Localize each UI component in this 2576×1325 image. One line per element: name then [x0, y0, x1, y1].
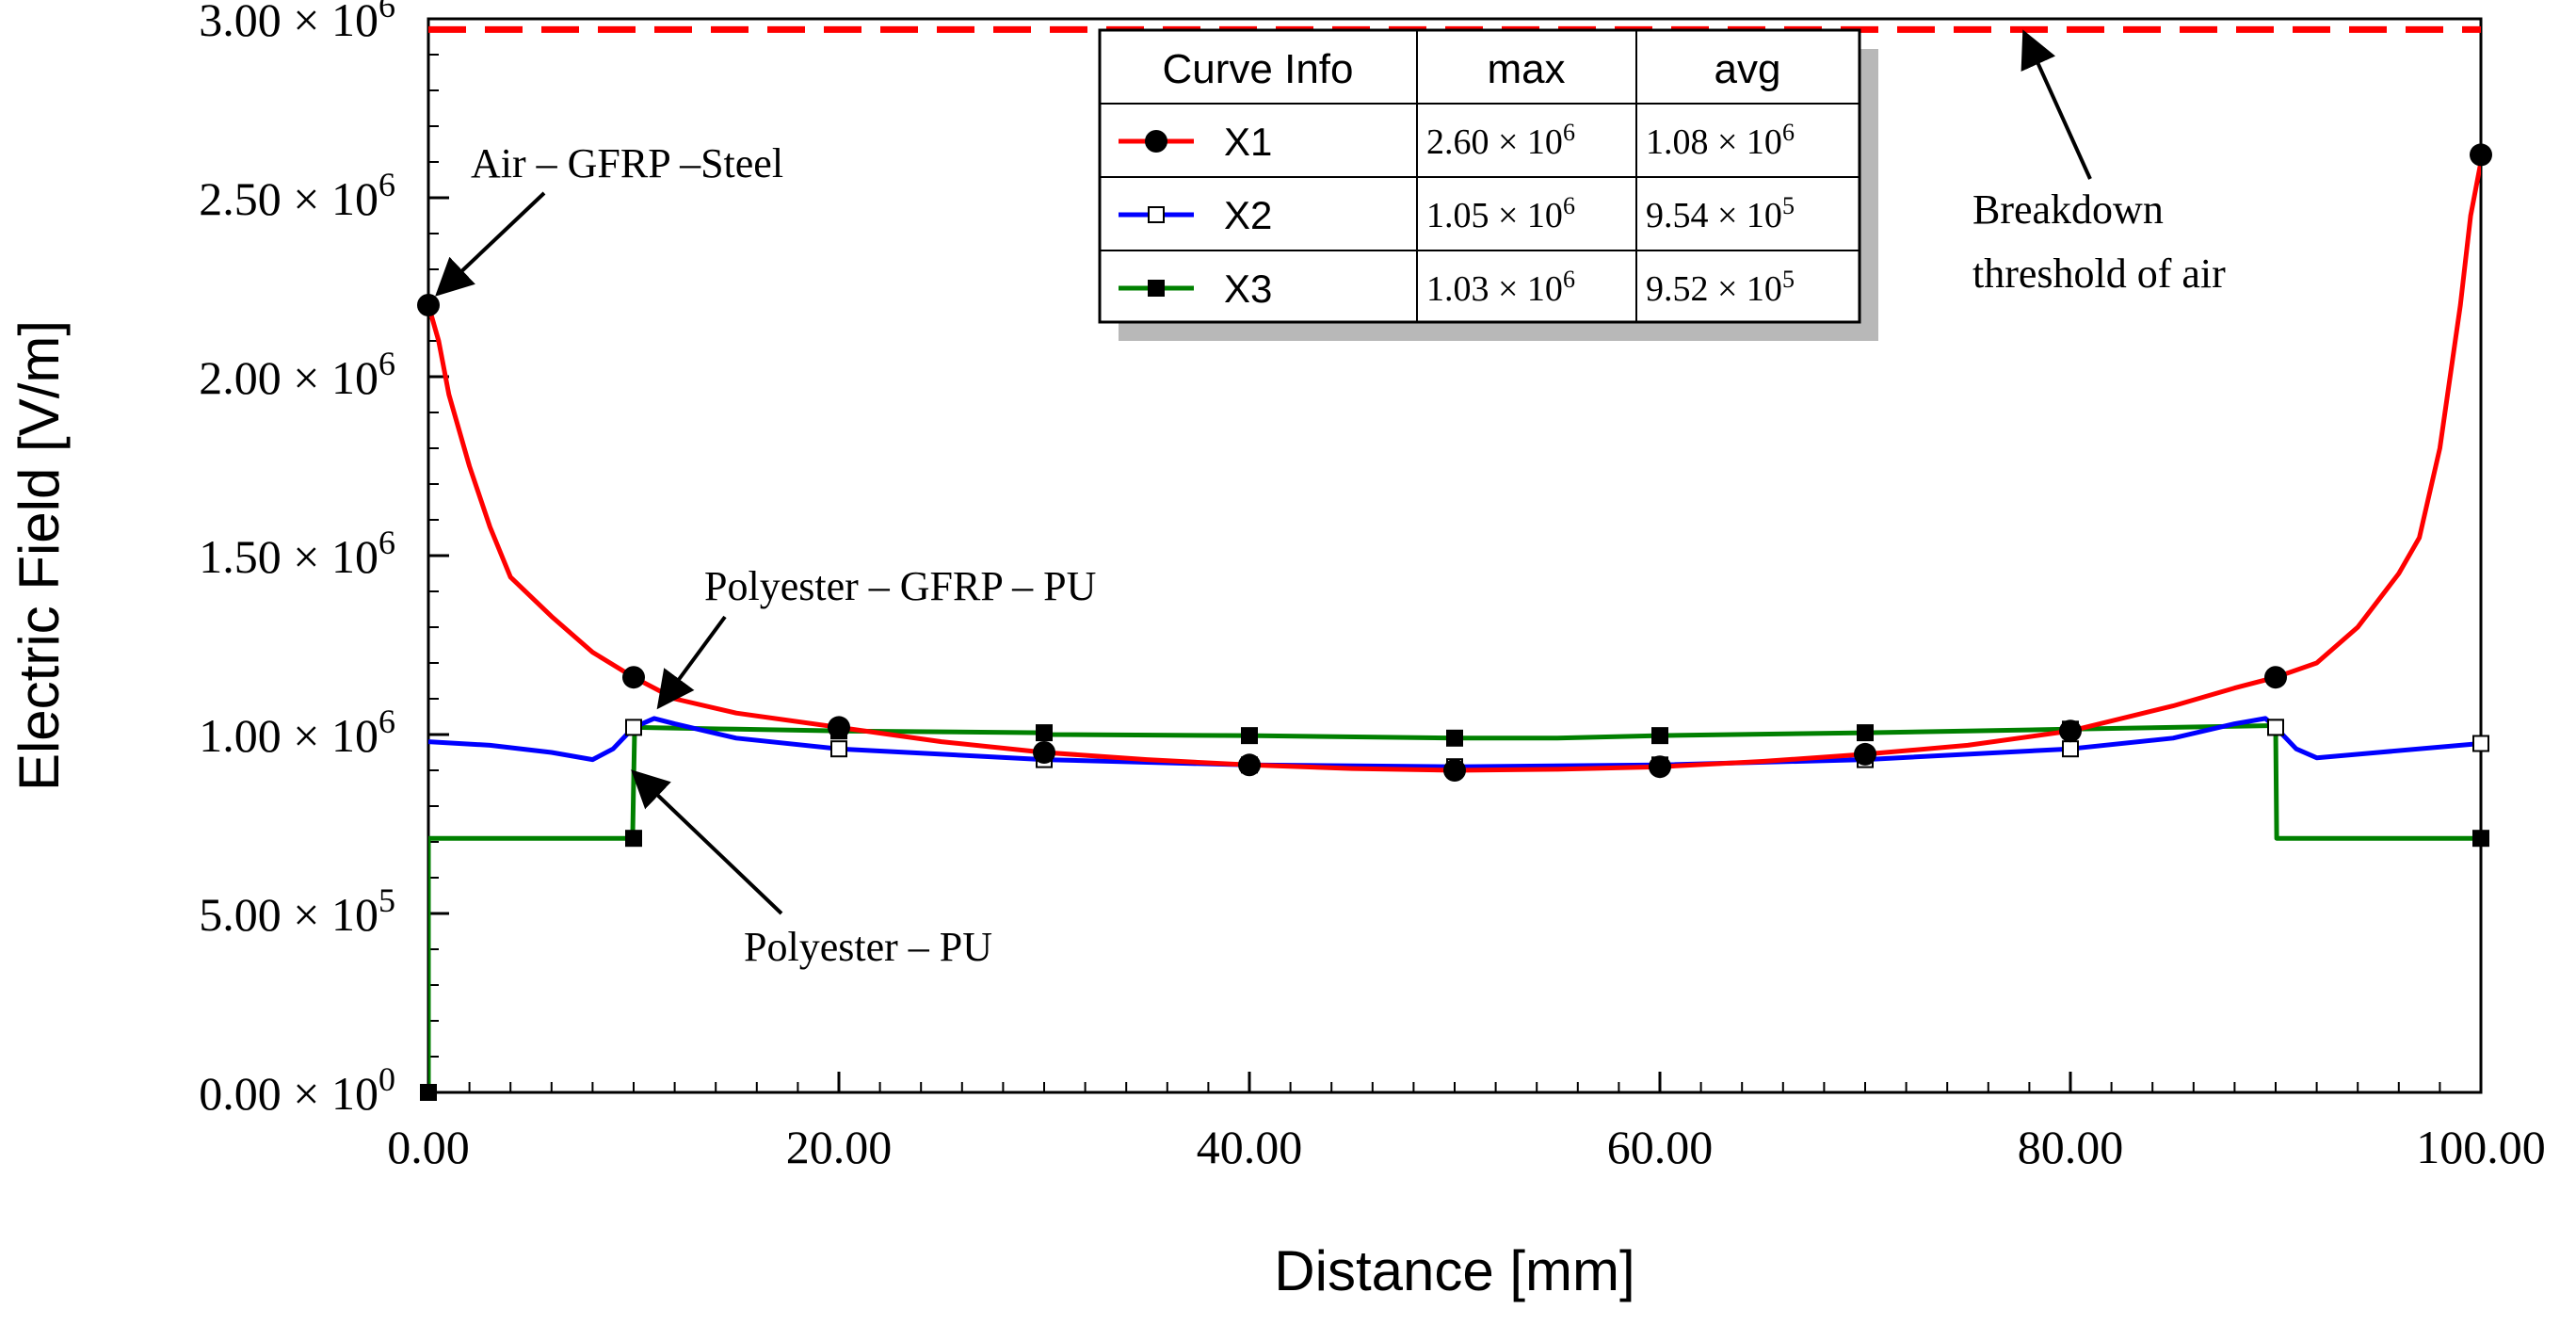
data-point-x1 [1649, 755, 1671, 779]
data-point-x1 [828, 716, 850, 739]
x-tick-label: 100.00 [2416, 1121, 2546, 1173]
y-tick-label: 5.00 × 105 [199, 881, 395, 941]
annotation-air-gfrp-steel: Air – GFRP –Steel [471, 140, 783, 186]
data-point-x3 [1036, 724, 1053, 742]
x-tick-label: 40.00 [1197, 1121, 1303, 1173]
annotation-polyester-pu: Polyester – PU [744, 924, 992, 970]
data-point-x1 [1238, 753, 1261, 777]
x-axis-title: Distance [mm] [1274, 1239, 1634, 1302]
legend-header-max: max [1487, 46, 1565, 92]
y-tick-label: 1.50 × 106 [199, 524, 395, 583]
legend-max-x1: 2.60 × 106 [1426, 119, 1575, 162]
data-point-x3 [420, 1084, 437, 1101]
x-tick-label: 0.00 [387, 1121, 470, 1173]
legend-name-x3: X3 [1224, 267, 1272, 311]
y-tick-label: 2.00 × 106 [199, 345, 395, 404]
annotation-arrow-polyester-gfrp-pu [656, 615, 727, 710]
legend-marker-x1 [1145, 130, 1167, 153]
y-axis-title: Electric Field [V/m] [8, 320, 71, 791]
data-point-x1 [2470, 143, 2492, 167]
data-point-x1 [417, 294, 440, 316]
legend-header-avg: avg [1715, 46, 1781, 92]
y-tick-label: 0.00 × 100 [199, 1060, 395, 1120]
x-tick-label: 80.00 [2018, 1121, 2124, 1173]
data-point-x3 [2472, 830, 2489, 848]
y-axis-ticks: 0.00 × 100 5.00 × 105 1.00 × 106 1.50 × 106… [199, 0, 449, 1120]
data-point-x2 [625, 719, 642, 736]
data-point-x3 [625, 830, 642, 848]
data-point-x1 [1854, 742, 1876, 766]
annotation-arrow-polyester-pu [631, 769, 783, 915]
annotation-threshold-of-air: threshold of air [1972, 250, 2226, 297]
y-tick-label: 2.50 × 106 [199, 166, 395, 225]
data-point-x2 [830, 740, 847, 758]
data-point-x1 [2264, 666, 2287, 689]
data-point-x1 [622, 666, 645, 689]
x-tick-label: 60.00 [1607, 1121, 1714, 1173]
legend-avg-x2: 9.54 × 105 [1646, 192, 1795, 235]
legend-max-x3: 1.03 × 106 [1426, 266, 1575, 309]
data-point-x3 [1446, 729, 1463, 747]
data-point-x2 [2062, 740, 2079, 758]
data-point-x1 [1033, 741, 1055, 764]
annotations: Air – GFRP –Steel Polyester – GFRP – PU … [435, 29, 2226, 970]
y-tick-label: 1.00 × 106 [199, 703, 395, 762]
legend-header-curve-info: Curve Info [1163, 46, 1354, 92]
data-point-x2 [2472, 735, 2489, 752]
data-point-x1 [1443, 759, 1466, 782]
legend-avg-x3: 9.52 × 105 [1646, 266, 1795, 309]
annotation-polyester-gfrp-pu: Polyester – GFRP – PU [704, 563, 1096, 609]
data-point-x2 [2267, 719, 2284, 736]
annotation-breakdown: Breakdown [1972, 186, 2164, 233]
legend-name-x2: X2 [1224, 193, 1272, 237]
data-point-x3 [1857, 724, 1874, 742]
legend-max-x2: 1.05 × 106 [1426, 192, 1575, 235]
x-tick-label: 20.00 [786, 1121, 893, 1173]
y-tick-label: 3.00 × 106 [199, 0, 395, 46]
data-point-x3 [1241, 727, 1258, 745]
x-axis-ticks: 0.00 20.00 40.00 60.00 80.00 100.00 [387, 1072, 2546, 1173]
data-point-x1 [2059, 719, 2082, 743]
legend-marker-x2 [1148, 206, 1165, 223]
annotation-arrow-air-gfrp-steel [435, 191, 546, 297]
marker-layer [417, 143, 2492, 1101]
legend-avg-x1: 1.08 × 106 [1646, 119, 1795, 162]
legend-name-x1: X1 [1224, 120, 1272, 164]
data-point-x3 [1651, 727, 1668, 745]
legend-marker-x3 [1148, 280, 1165, 297]
annotation-arrow-breakdown [2021, 29, 2092, 180]
legend: Curve Info max avg X1 2.60 × 106 1.08 × … [1098, 28, 1878, 341]
